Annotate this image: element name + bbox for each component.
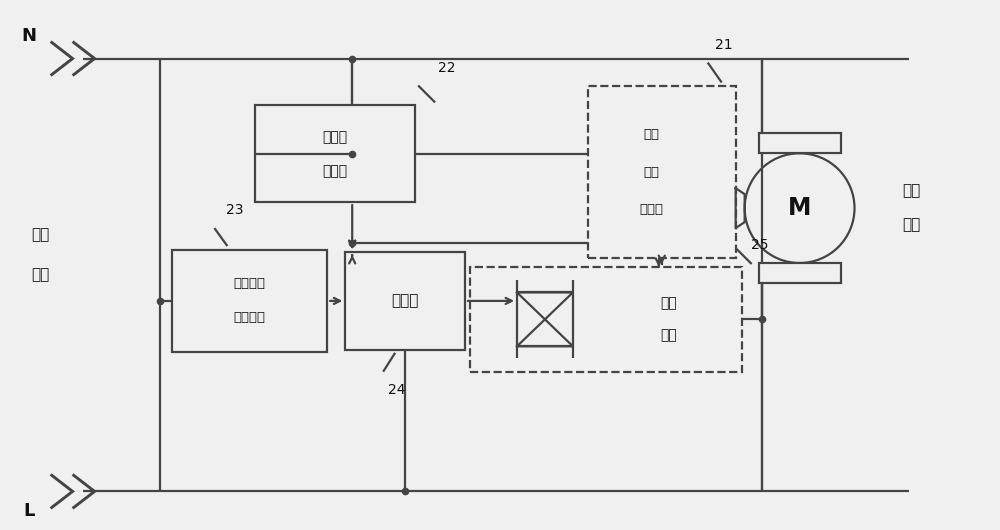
Text: 电机: 电机 xyxy=(902,218,921,233)
Text: 单片机: 单片机 xyxy=(391,294,419,308)
Text: 24: 24 xyxy=(388,383,406,396)
Text: 22: 22 xyxy=(438,60,456,75)
Text: 21: 21 xyxy=(715,38,733,51)
Text: 同步检: 同步检 xyxy=(323,130,348,144)
Text: 转子: 转子 xyxy=(644,128,660,141)
Text: 位置: 位置 xyxy=(644,166,660,179)
Bar xyxy=(172,250,327,352)
Bar xyxy=(759,134,841,153)
Text: 输入: 输入 xyxy=(32,268,50,282)
Bar xyxy=(345,252,465,350)
Text: M: M xyxy=(788,196,811,220)
Text: 交流: 交流 xyxy=(660,296,677,311)
Text: 直流电源: 直流电源 xyxy=(234,277,266,290)
Text: L: L xyxy=(23,502,34,520)
Bar xyxy=(470,267,742,372)
Text: 生成电路: 生成电路 xyxy=(234,311,266,324)
Text: 测电路: 测电路 xyxy=(323,164,348,178)
Bar xyxy=(759,263,841,283)
Text: 开关: 开关 xyxy=(660,328,677,342)
Bar xyxy=(588,86,736,258)
Text: 交流: 交流 xyxy=(32,227,50,243)
Text: 25: 25 xyxy=(751,238,768,252)
Text: 传感器: 传感器 xyxy=(640,204,664,216)
Text: 23: 23 xyxy=(226,203,243,217)
Text: N: N xyxy=(21,26,36,45)
Text: 单相: 单相 xyxy=(902,183,921,198)
Bar xyxy=(255,105,415,202)
